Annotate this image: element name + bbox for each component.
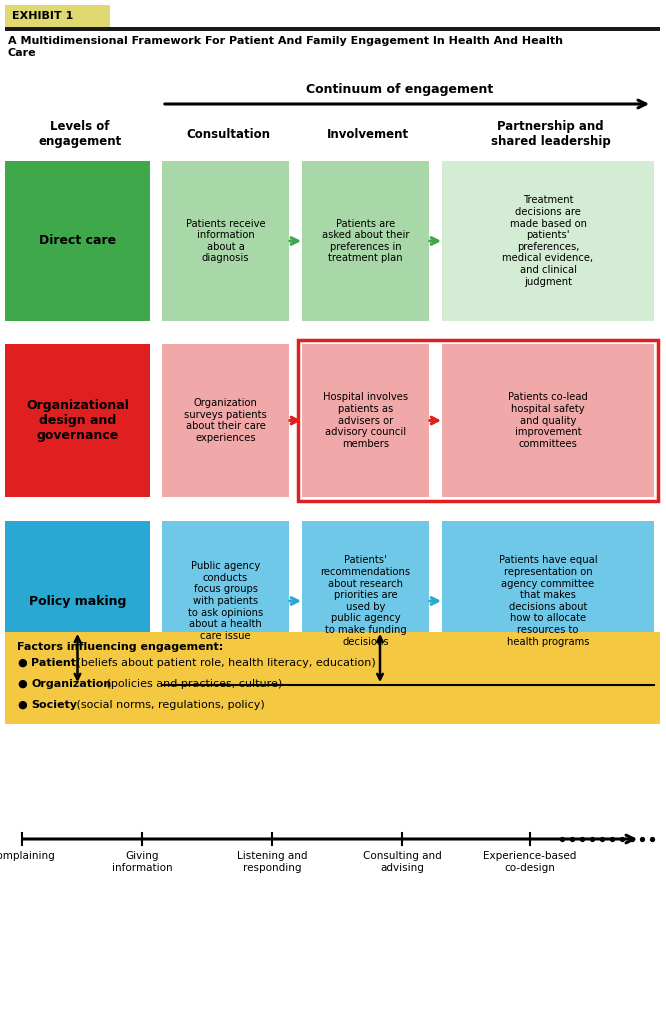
Text: Patient: Patient	[31, 658, 76, 668]
Text: Listening and
responding: Listening and responding	[236, 851, 307, 872]
Text: EXHIBIT 1: EXHIBIT 1	[12, 11, 73, 22]
Text: A Multidimensional Framework For Patient And Family Engagement In Health And Hea: A Multidimensional Framework For Patient…	[8, 36, 563, 57]
Text: Patients'
recommendations
about research
priorities are
used by
public agency
to: Patients' recommendations about research…	[320, 555, 410, 646]
Text: Organization: Organization	[31, 679, 111, 689]
FancyBboxPatch shape	[5, 161, 150, 321]
Text: ●: ●	[17, 700, 27, 710]
FancyBboxPatch shape	[442, 344, 654, 497]
FancyBboxPatch shape	[5, 521, 150, 681]
Text: Consulting and
advising: Consulting and advising	[362, 851, 442, 872]
FancyBboxPatch shape	[302, 161, 429, 321]
Text: Patients co-lead
hospital safety
and quality
improvement
committees: Patients co-lead hospital safety and qua…	[508, 392, 588, 449]
Text: Giving
information: Giving information	[112, 851, 172, 872]
Text: (social norms, regulations, policy): (social norms, regulations, policy)	[73, 700, 265, 710]
Text: Partnership and
shared leadership: Partnership and shared leadership	[491, 120, 610, 148]
FancyBboxPatch shape	[302, 344, 429, 497]
Text: Experience-based
co-design: Experience-based co-design	[484, 851, 577, 872]
Text: (policies and practices, culture): (policies and practices, culture)	[103, 679, 282, 689]
Text: Direct care: Direct care	[39, 234, 116, 248]
FancyBboxPatch shape	[5, 5, 110, 27]
Text: Public agency
conducts
focus groups
with patients
to ask opinions
about a health: Public agency conducts focus groups with…	[188, 561, 263, 641]
FancyBboxPatch shape	[442, 521, 654, 681]
Text: Hospital involves
patients as
advisers or
advisory council
members: Hospital involves patients as advisers o…	[323, 392, 408, 449]
Text: Involvement: Involvement	[327, 128, 409, 140]
Text: Organizational
design and
governance: Organizational design and governance	[26, 399, 129, 442]
Text: (beliefs about patient role, health literacy, education): (beliefs about patient role, health lite…	[73, 658, 376, 668]
Text: ●: ●	[17, 658, 27, 668]
Text: Factors influencing engagement:: Factors influencing engagement:	[17, 642, 223, 652]
FancyBboxPatch shape	[5, 344, 150, 497]
Text: Patients receive
information
about a
diagnosis: Patients receive information about a dia…	[186, 218, 265, 263]
Text: Patients have equal
representation on
agency committee
that makes
decisions abou: Patients have equal representation on ag…	[499, 555, 597, 646]
Text: Continuum of engagement: Continuum of engagement	[306, 83, 494, 96]
FancyBboxPatch shape	[302, 521, 429, 681]
Text: ●: ●	[17, 679, 27, 689]
FancyBboxPatch shape	[162, 161, 289, 321]
FancyBboxPatch shape	[162, 344, 289, 497]
Text: Patients are
asked about their
preferences in
treatment plan: Patients are asked about their preferenc…	[322, 218, 409, 263]
Text: Levels of
engagement: Levels of engagement	[39, 120, 122, 148]
Text: Policy making: Policy making	[29, 595, 126, 607]
FancyBboxPatch shape	[5, 27, 660, 31]
FancyBboxPatch shape	[442, 161, 654, 321]
FancyBboxPatch shape	[162, 521, 289, 681]
Text: Treatment
decisions are
made based on
patients'
preferences,
medical evidence,
a: Treatment decisions are made based on pa…	[502, 196, 593, 287]
Text: Complaining: Complaining	[0, 851, 55, 861]
Text: Consultation: Consultation	[186, 128, 270, 140]
FancyBboxPatch shape	[5, 632, 660, 724]
Text: Society: Society	[31, 700, 77, 710]
Text: Organization
surveys patients
about their care
experiences: Organization surveys patients about thei…	[184, 398, 267, 443]
